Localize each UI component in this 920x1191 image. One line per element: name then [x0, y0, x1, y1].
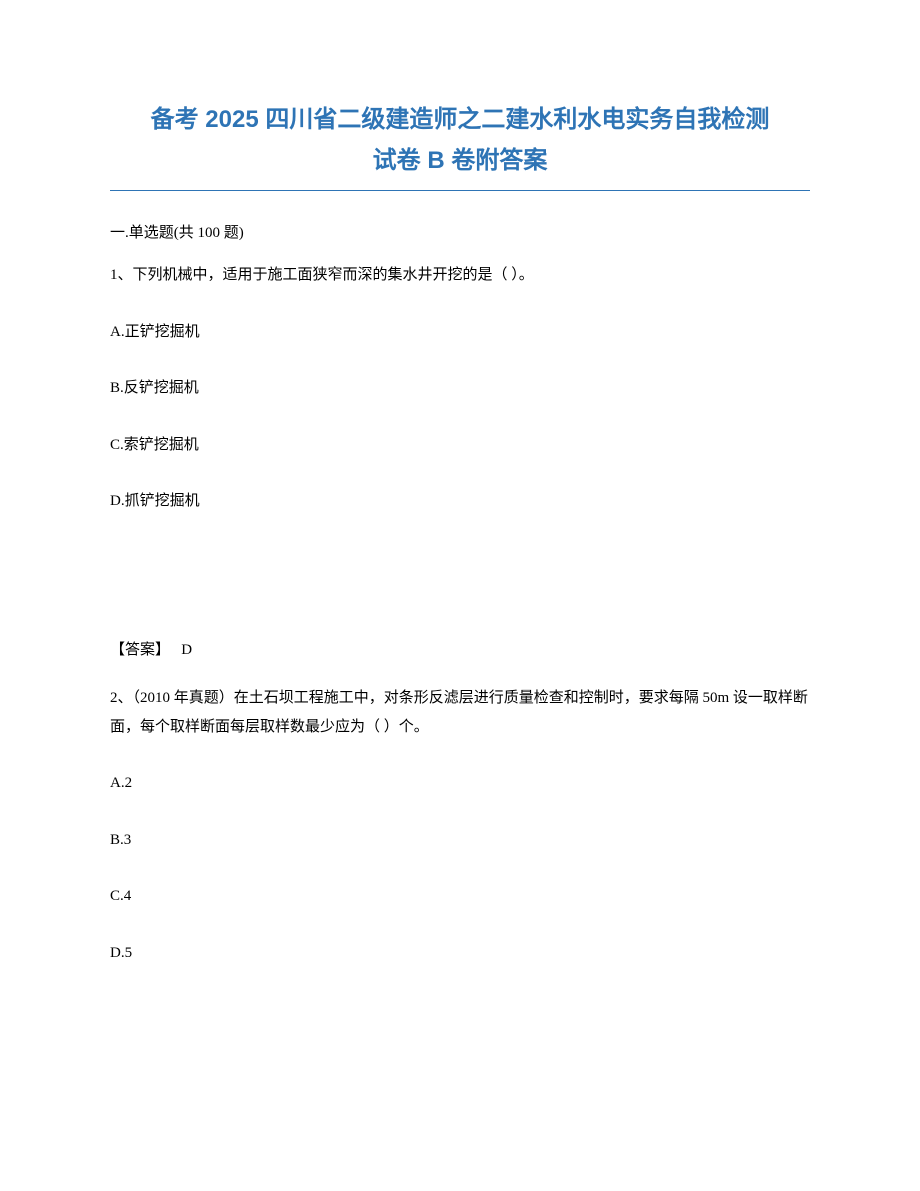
title-line-2: 试卷 B 卷附答案	[110, 141, 810, 182]
question-text: （2010 年真题）在土石坝工程施工中，对条形反滤层进行质量检查和控制时，要求每…	[110, 690, 808, 735]
title-line-1: 备考 2025 四川省二级建造师之二建水利水电实务自我检测	[110, 100, 810, 141]
option-c: C.索铲挖掘机	[110, 431, 810, 460]
question-block: 2、（2010 年真题）在土石坝工程施工中，对条形反滤层进行质量检查和控制时，要…	[110, 684, 810, 967]
option-d: D.抓铲挖掘机	[110, 487, 810, 516]
answer-line: 【答案】 D	[110, 636, 810, 665]
question-stem: 2、（2010 年真题）在土石坝工程施工中，对条形反滤层进行质量检查和控制时，要…	[110, 684, 810, 741]
option-b: B.反铲挖掘机	[110, 374, 810, 403]
section-heading: 一.单选题(共 100 题)	[110, 219, 810, 248]
option-a: A.2	[110, 769, 810, 798]
document-title: 备考 2025 四川省二级建造师之二建水利水电实务自我检测 试卷 B 卷附答案	[110, 100, 810, 182]
question-stem: 1、下列机械中，适用于施工面狭窄而深的集水井开挖的是（ ）。	[110, 261, 810, 290]
question-number: 2、	[110, 690, 133, 706]
answer-value: D	[181, 642, 192, 658]
question-text: 下列机械中，适用于施工面狭窄而深的集水井开挖的是（ ）。	[133, 267, 534, 283]
answer-label: 【答案】	[110, 642, 170, 658]
option-b: B.3	[110, 826, 810, 855]
title-divider	[110, 190, 810, 191]
question-number: 1、	[110, 267, 133, 283]
question-block: 1、下列机械中，适用于施工面狭窄而深的集水井开挖的是（ ）。 A.正铲挖掘机 B…	[110, 261, 810, 664]
option-c: C.4	[110, 882, 810, 911]
option-a: A.正铲挖掘机	[110, 318, 810, 347]
option-d: D.5	[110, 939, 810, 968]
